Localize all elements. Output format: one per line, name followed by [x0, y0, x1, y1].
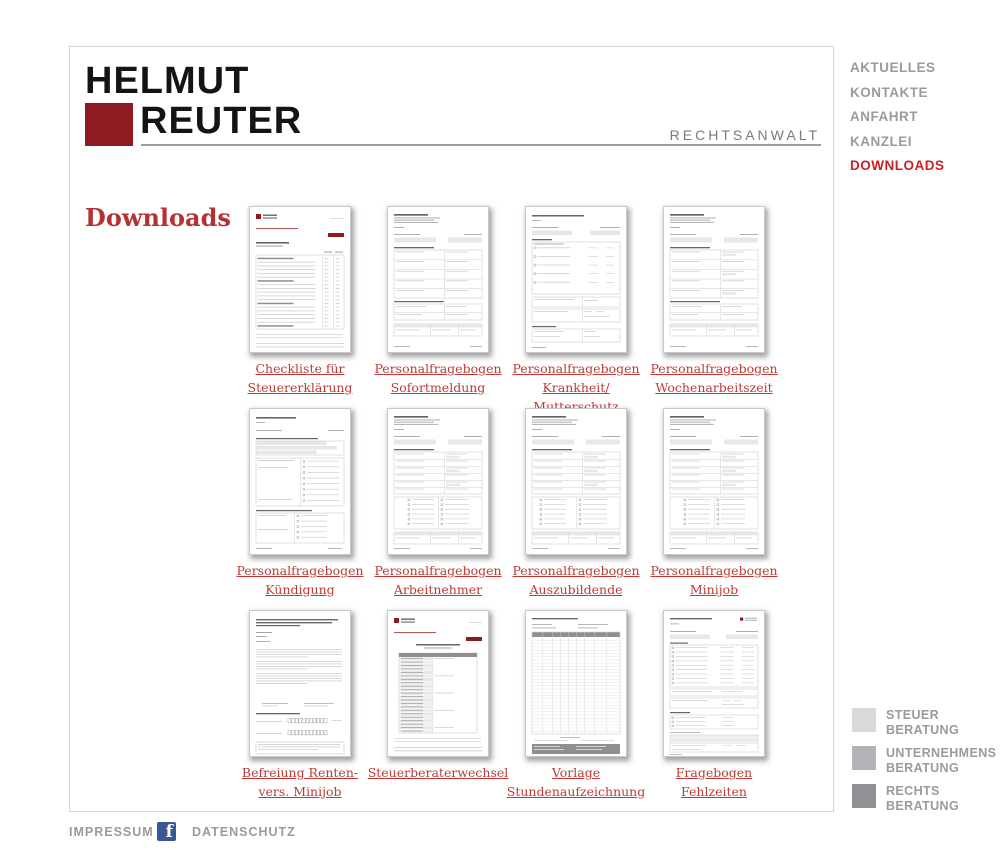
document-preview-icon — [394, 618, 482, 752]
legend-rechtsberatung[interactable]: RECHTS BERATUNG — [852, 784, 996, 814]
document-thumbnail[interactable] — [387, 610, 489, 757]
download-item: Vorlage Stundenaufzeichnung — [507, 610, 645, 812]
brand-logo[interactable]: HELMUT REUTER — [85, 60, 303, 146]
download-item: Personalfragebogen Wochenarbeitszeit — [645, 206, 783, 408]
download-link[interactable]: Personalfragebogen Auszubildende — [512, 563, 640, 597]
document-thumbnail[interactable] — [387, 206, 489, 353]
download-item: Checkliste für Steuererklärung — [231, 206, 369, 408]
document-thumbnail[interactable] — [249, 610, 351, 757]
download-item: Fragebogen Fehlzeiten — [645, 610, 783, 812]
document-thumbnail[interactable] — [663, 206, 765, 353]
nav-item-kanzlei[interactable]: KANZLEI — [850, 133, 912, 149]
page-title: Downloads — [85, 203, 231, 232]
document-preview-icon — [255, 619, 345, 755]
nav-item-anfahrt[interactable]: ANFAHRT — [850, 109, 918, 125]
download-link[interactable]: Personalfragebogen Kündigung — [236, 563, 364, 597]
steuerberatung-swatch-icon — [852, 708, 876, 732]
services-legend: STEUER BERATUNG UNTERNEHMENS BERATUNG RE… — [852, 708, 996, 822]
impressum-link[interactable]: IMPRESSUM — [69, 825, 154, 839]
download-item: Personalfragebogen Arbeitnehmer — [369, 408, 507, 610]
download-link[interactable]: Vorlage Stundenaufzeichnung — [506, 765, 646, 799]
brand-red-square — [85, 103, 133, 146]
legend-label-line2: BERATUNG — [886, 799, 960, 813]
document-preview-icon — [669, 416, 759, 549]
nav-item-downloads[interactable]: DOWNLOADS — [850, 158, 945, 174]
brand-name-line2: REUTER — [140, 100, 303, 142]
legend-steuerberatung[interactable]: STEUER BERATUNG — [852, 708, 996, 738]
nav-item-kontakte[interactable]: KONTAKTE — [850, 84, 928, 100]
document-thumbnail[interactable] — [249, 408, 351, 555]
document-preview-icon — [531, 215, 621, 348]
document-preview-icon — [255, 417, 345, 549]
download-link[interactable]: Personalfragebogen Arbeitnehmer — [374, 563, 502, 597]
facebook-icon[interactable]: f — [157, 822, 176, 841]
download-link[interactable]: Steuerberaterwechsel — [367, 765, 509, 780]
download-link[interactable]: Checkliste für Steuererklärung — [247, 361, 353, 395]
brand-name-line1: HELMUT — [85, 60, 250, 102]
unternehmensberatung-swatch-icon — [852, 746, 876, 770]
download-item: Befreiung Renten- vers. Minijob — [231, 610, 369, 812]
download-item: Personalfragebogen Minijob — [645, 408, 783, 610]
document-thumbnail[interactable] — [387, 408, 489, 555]
legend-unternehmensberatung[interactable]: UNTERNEHMENS BERATUNG — [852, 746, 996, 776]
legend-label-line1: STEUER — [886, 708, 940, 722]
download-link[interactable]: Personalfragebogen Wochenarbeitszeit — [650, 361, 778, 395]
header-rule — [141, 144, 821, 146]
nav-item-aktuelles[interactable]: AKTUELLES — [850, 60, 936, 75]
document-preview-icon — [393, 416, 483, 549]
download-item: Personalfragebogen Kündigung — [231, 408, 369, 610]
document-thumbnail[interactable] — [663, 408, 765, 555]
document-thumbnail[interactable] — [525, 610, 627, 757]
download-item: Personalfragebogen Sofortmeldung — [369, 206, 507, 408]
document-preview-icon — [393, 214, 483, 347]
download-link[interactable]: Personalfragebogen Minijob — [650, 563, 778, 597]
document-preview-icon — [531, 618, 621, 754]
download-link[interactable]: Befreiung Renten- vers. Minijob — [241, 765, 359, 799]
document-thumbnail[interactable] — [663, 610, 765, 757]
document-thumbnail[interactable] — [249, 206, 351, 353]
document-thumbnail[interactable] — [525, 408, 627, 555]
document-preview-icon — [255, 214, 345, 348]
document-thumbnail[interactable] — [525, 206, 627, 353]
rechtsberatung-swatch-icon — [852, 784, 876, 808]
legend-label-line2: BERATUNG — [886, 723, 960, 737]
downloads-grid: Checkliste für Steuererklärung Personalf… — [231, 206, 783, 812]
document-preview-icon — [531, 416, 621, 549]
datenschutz-link[interactable]: DATENSCHUTZ — [192, 825, 296, 839]
legend-label-line1: RECHTS — [886, 784, 940, 798]
legend-label-line1: UNTERNEHMENS — [886, 746, 997, 760]
main-nav: AKTUELLES KONTAKTE ANFAHRT KANZLEI DOWNL… — [850, 56, 945, 179]
document-preview-icon — [669, 617, 759, 755]
legend-label-line2: BERATUNG — [886, 761, 960, 775]
tagline: RECHTSANWALT — [669, 127, 820, 143]
document-preview-icon — [669, 214, 759, 347]
download-item: Personalfragebogen Krankheit/ Mutterschu… — [507, 206, 645, 414]
download-item: Personalfragebogen Auszubildende — [507, 408, 645, 610]
download-item: Steuerberaterwechsel — [368, 610, 508, 812]
download-link[interactable]: Personalfragebogen Sofortmeldung — [374, 361, 502, 395]
download-link[interactable]: Fragebogen Fehlzeiten — [675, 765, 753, 799]
